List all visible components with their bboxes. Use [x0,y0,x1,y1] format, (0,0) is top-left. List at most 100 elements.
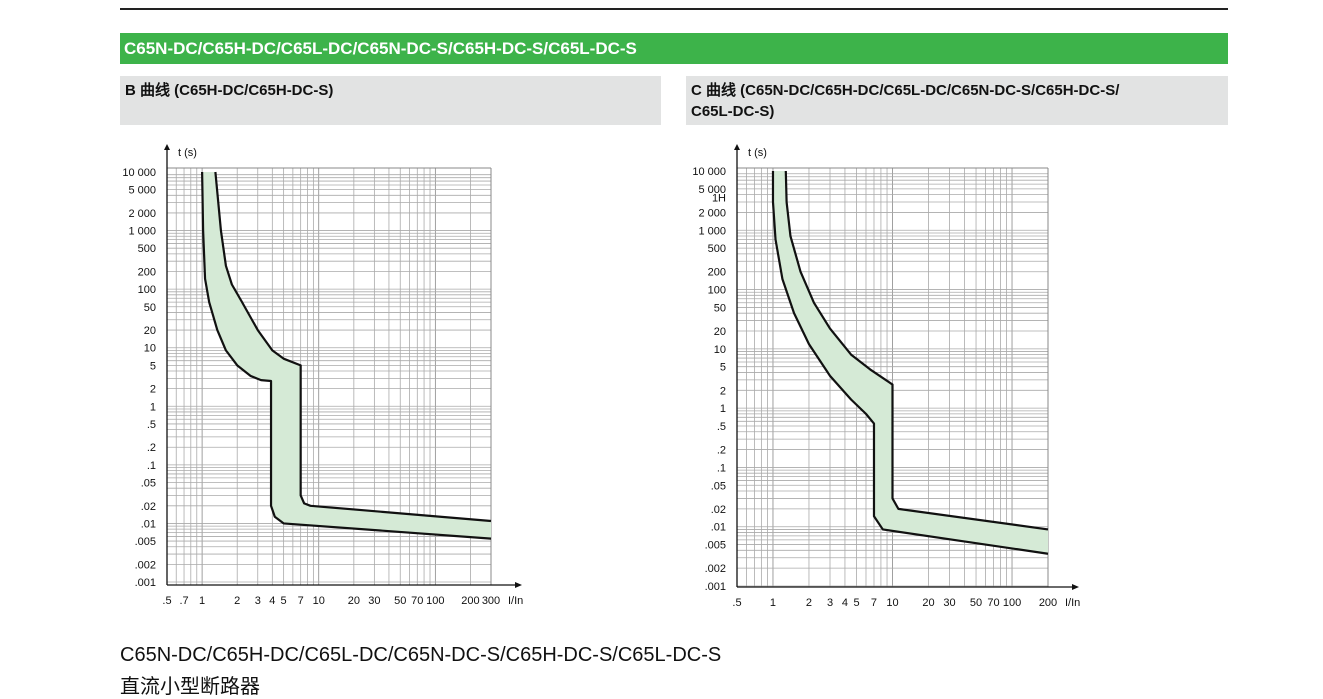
x-tick-label: 3 [827,597,833,609]
x-tick-label: 100 [426,595,444,607]
y-tick-label: 5 [150,360,156,372]
y-tick-label: 5 [720,362,726,374]
y-tick-label: 200 [708,267,726,279]
x-tick-label: .5 [732,597,741,609]
y-tick-label: .005 [135,536,156,548]
y-tick-label: .02 [141,501,156,513]
x-tick-label: 5 [281,595,287,607]
y-tick-label: 1 000 [698,225,726,237]
y-tick-label: 20 [714,326,726,338]
y-tick-label: 200 [138,267,156,279]
y-tick-label: .002 [135,559,156,571]
y-tick-label: .2 [147,442,156,454]
y-tick-label: 2 [150,384,156,396]
y-tick-label: .005 [705,540,726,552]
x-tick-label: 3 [255,595,261,607]
y-tick-label: .5 [147,419,156,431]
y-tick-label: 10 000 [122,167,156,179]
x-tick-label: .5 [162,595,171,607]
x-axis-label: I/In [508,595,523,607]
y-tick-label: .002 [705,563,726,575]
y-tick-label: .5 [717,421,726,433]
x-tick-label: 300 [482,595,500,607]
x-tick-label: 20 [348,595,360,607]
y-tick-label: .2 [717,445,726,457]
x-tick-label: 70 [987,597,999,609]
y-tick-label: 100 [708,285,726,297]
y-axis-label: t (s) [178,147,197,159]
y-tick-label: .1 [147,460,156,472]
x-tick-label: 10 [313,595,325,607]
y-tick-label: 2 000 [698,207,726,219]
x-tick-label: 100 [1003,597,1021,609]
y-tick-label: 1 000 [128,226,156,238]
x-tick-label: .7 [179,595,188,607]
y-tick-label: .02 [711,504,726,516]
y-tick-label: 50 [144,302,156,314]
y-tick-label: 10 [714,344,726,356]
x-tick-label: 1 [199,595,205,607]
x-tick-label: 7 [298,595,304,607]
y-tick-label: 20 [144,325,156,337]
x-tick-label: 200 [461,595,479,607]
y-tick-label: 1H [712,192,726,204]
x-tick-label: 5 [853,597,859,609]
y-tick-label: .05 [141,477,156,489]
chart-b-curve: t (s) I/In 10 000 5 000 2 000 1 000 500 200 100 5… [122,144,523,607]
x-tick-label: 7 [871,597,877,609]
y-axis-label: t (s) [748,147,767,159]
y-tick-label: 1 [720,403,726,415]
y-tick-label: .01 [141,518,156,530]
y-axis-arrow-icon [734,144,740,150]
x-tick-label: 20 [922,597,934,609]
tripping-band-area [772,171,1048,554]
y-tick-label: 5 000 [128,185,156,197]
y-tick-label: 2 000 [128,208,156,220]
tripping-curve-charts: t (s) I/In 10 000 5 000 2 000 1 000 500 200 100 5… [122,144,1080,609]
c-curve-header: C 曲线 (C65N-DC/C65H-DC/C65L-DC/C65N-DC-S/… [686,76,1228,125]
bottom-title: C65N-DC/C65H-DC/C65L-DC/C65N-DC-S/C65H-D… [120,644,722,666]
tripping-band-area [202,172,491,539]
curve-lower [201,171,492,540]
c-curve-title-line2: C65L-DC-S) [691,103,775,120]
y-tick-label: .01 [711,522,726,534]
x-tick-label: 4 [269,595,275,607]
x-tick-label: 50 [394,595,406,607]
y-tick-label: 5 000 [698,184,726,196]
x-axis-label: I/In [1065,597,1080,609]
y-tick-label: 50 [714,302,726,314]
section-title-bar: C65N-DC/C65H-DC/C65L-DC/C65N-DC-S/C65H-D… [120,33,1228,64]
x-axis-arrow-icon [1072,584,1079,590]
x-tick-label: 200 [1039,597,1057,609]
b-curve-header: B 曲线 (C65H-DC/C65H-DC-S) [120,76,661,125]
x-axis-arrow-icon [515,582,522,588]
x-tick-label: 70 [411,595,423,607]
y-tick-label: 100 [138,284,156,296]
x-tick-label: 2 [234,595,240,607]
y-tick-label: .001 [135,577,156,589]
y-tick-label: 500 [708,243,726,255]
x-tick-label: 10 [886,597,898,609]
x-tick-label: 2 [806,597,812,609]
curve-lower [771,171,1049,555]
c-curve-title-line1: C 曲线 (C65N-DC/C65H-DC/C65L-DC/C65N-DC-S/… [691,82,1120,99]
x-tick-label: 1 [770,597,776,609]
curve-upper [784,170,1049,531]
top-rule [120,8,1228,10]
y-tick-label: 10 000 [692,166,726,178]
y-tick-label: 10 [144,343,156,355]
y-axis-arrow-icon [164,144,170,150]
y-tick-label: .001 [705,581,726,593]
b-curve-title: B 曲线 (C65H-DC/C65H-DC-S) [125,82,334,99]
y-tick-label: .1 [717,462,726,474]
x-tick-label: 30 [943,597,955,609]
y-tick-label: 500 [138,243,156,255]
curve-upper [214,171,492,523]
y-tick-label: .05 [711,480,726,492]
y-tick-label: 1 [150,401,156,413]
x-tick-label: 30 [368,595,380,607]
x-tick-label: 4 [842,597,848,609]
y-tick-label: 2 [720,385,726,397]
x-tick-label: 50 [970,597,982,609]
